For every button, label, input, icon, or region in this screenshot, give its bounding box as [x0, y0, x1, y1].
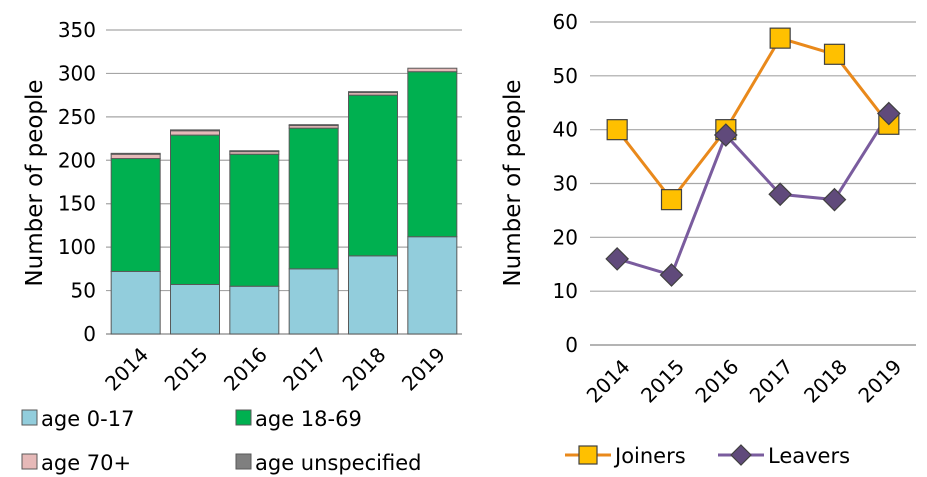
leavers-point — [659, 263, 684, 287]
bar-legend-label: age 0-17 — [41, 407, 134, 431]
bar-segment-age-unspecified — [110, 152, 161, 155]
line-chart-y-axis-label: Number of people — [500, 79, 526, 286]
stacked-bar-chart: 0 50 100 150 200 250 300 350 Number of people 2… — [21, 18, 462, 475]
bar-segment-age-18-69 — [288, 127, 339, 270]
line-series-leavers — [616, 112, 891, 277]
bar-y-tick-label: 350 — [58, 18, 96, 42]
bar-y-tick-label: 200 — [58, 148, 96, 172]
bar-x-tick-label: 2019 — [397, 343, 450, 396]
bar-segment-age-70+ — [170, 130, 220, 136]
line-x-tick-label: 2018 — [799, 355, 852, 408]
bar-chart-y-ticks: 0 50 100 150 200 250 300 350 — [58, 18, 96, 346]
joiners-point — [660, 189, 683, 211]
line-series-joiners — [615, 36, 891, 203]
line-x-tick-label: 2016 — [690, 355, 743, 408]
leavers-point — [605, 247, 630, 271]
bar-x-tick-label: 2018 — [338, 343, 391, 396]
bar-segment-age-18-69 — [229, 153, 280, 287]
bar-segment-age-unspecified — [229, 150, 280, 153]
bar-segment-age-18-69 — [110, 158, 161, 272]
bar-segment-age-0-17 — [110, 270, 161, 335]
bar-segment-age-0-17 — [407, 236, 458, 335]
leavers-point — [713, 123, 738, 147]
bar-legend-label: age unspecified — [255, 451, 421, 475]
line-y-tick-label: 40 — [553, 118, 578, 142]
line-chart-gridlines — [590, 21, 916, 346]
joiners-point — [823, 43, 846, 65]
bar-segment-age-70+ — [407, 67, 458, 73]
bar-segment-age-unspecified — [288, 124, 339, 127]
line-x-tick-label: 2015 — [636, 355, 689, 408]
bar-segment-age-0-17 — [288, 268, 339, 335]
bar-legend-swatch — [21, 453, 38, 470]
line-chart-series — [605, 27, 901, 287]
bar-y-tick-label: 300 — [58, 61, 96, 85]
bar-chart-x-ticks: 2014 2015 2016 2017 2018 2019 — [100, 343, 450, 396]
bar-y-tick-label: 250 — [58, 105, 96, 129]
line-y-tick-label: 10 — [553, 279, 578, 303]
bar-legend-swatch — [21, 409, 38, 426]
joiners-point — [606, 119, 628, 141]
bar-legend-swatch — [235, 409, 252, 426]
bar-segment-age-0-17 — [170, 283, 220, 335]
leavers-point — [822, 187, 847, 212]
bar-y-tick-label: 0 — [83, 322, 96, 346]
line-y-tick-label: 0 — [565, 333, 578, 357]
bar-segment-age-unspecified — [348, 91, 398, 94]
line-y-tick-label: 20 — [553, 225, 578, 249]
bar-x-tick-label: 2015 — [160, 343, 213, 396]
leavers-point — [768, 182, 793, 207]
line-chart-legend: Joiners Leavers — [565, 444, 850, 468]
bar-legend-swatch — [235, 453, 252, 470]
line-legend-label: Joiners — [613, 444, 686, 468]
bar-y-tick-label: 50 — [71, 279, 96, 303]
bar-segment-age-70+ — [110, 153, 161, 160]
bar-segment-age-18-69 — [170, 134, 220, 285]
bar-segment-age-unspecified — [170, 129, 220, 132]
bar-segment-age-18-69 — [348, 94, 398, 257]
bar-x-tick-label: 2017 — [278, 343, 331, 396]
line-x-tick-label: 2014 — [582, 355, 635, 408]
bar-y-tick-label: 100 — [58, 235, 96, 259]
bar-segment-age-18-69 — [407, 71, 458, 238]
line-x-tick-label: 2017 — [745, 355, 798, 408]
line-chart-y-ticks: 0 10 20 30 40 50 60 — [553, 10, 578, 357]
line-y-tick-label: 50 — [553, 64, 578, 88]
bar-segment-age-0-17 — [229, 285, 280, 335]
bar-x-tick-label: 2016 — [219, 343, 272, 396]
bar-segment-age-0-17 — [348, 255, 398, 335]
line-y-tick-label: 30 — [553, 172, 578, 196]
line-legend-label: Leavers — [768, 444, 850, 468]
bar-chart-bars — [110, 67, 458, 335]
bar-chart-y-axis-label: Number of people — [22, 79, 48, 286]
line-y-tick-label: 60 — [553, 10, 578, 34]
leavers-point — [876, 101, 901, 126]
line-x-tick-label: 2019 — [853, 355, 906, 408]
bar-y-tick-label: 150 — [58, 192, 96, 216]
bar-chart-legend: age 0-17 age 18-69 age 70+ age unspecified — [21, 407, 421, 475]
bar-legend-label: age 70+ — [41, 451, 131, 475]
bar-x-tick-label: 2014 — [100, 343, 153, 396]
joiners-point — [769, 27, 791, 49]
bar-legend-label: age 18-69 — [255, 407, 362, 431]
bar-chart-gridlines — [106, 29, 462, 335]
line-legend-marker — [578, 445, 598, 465]
line-chart-x-ticks: 2014 2015 2016 2017 2018 2019 — [582, 355, 907, 408]
line-legend-marker — [730, 444, 752, 466]
